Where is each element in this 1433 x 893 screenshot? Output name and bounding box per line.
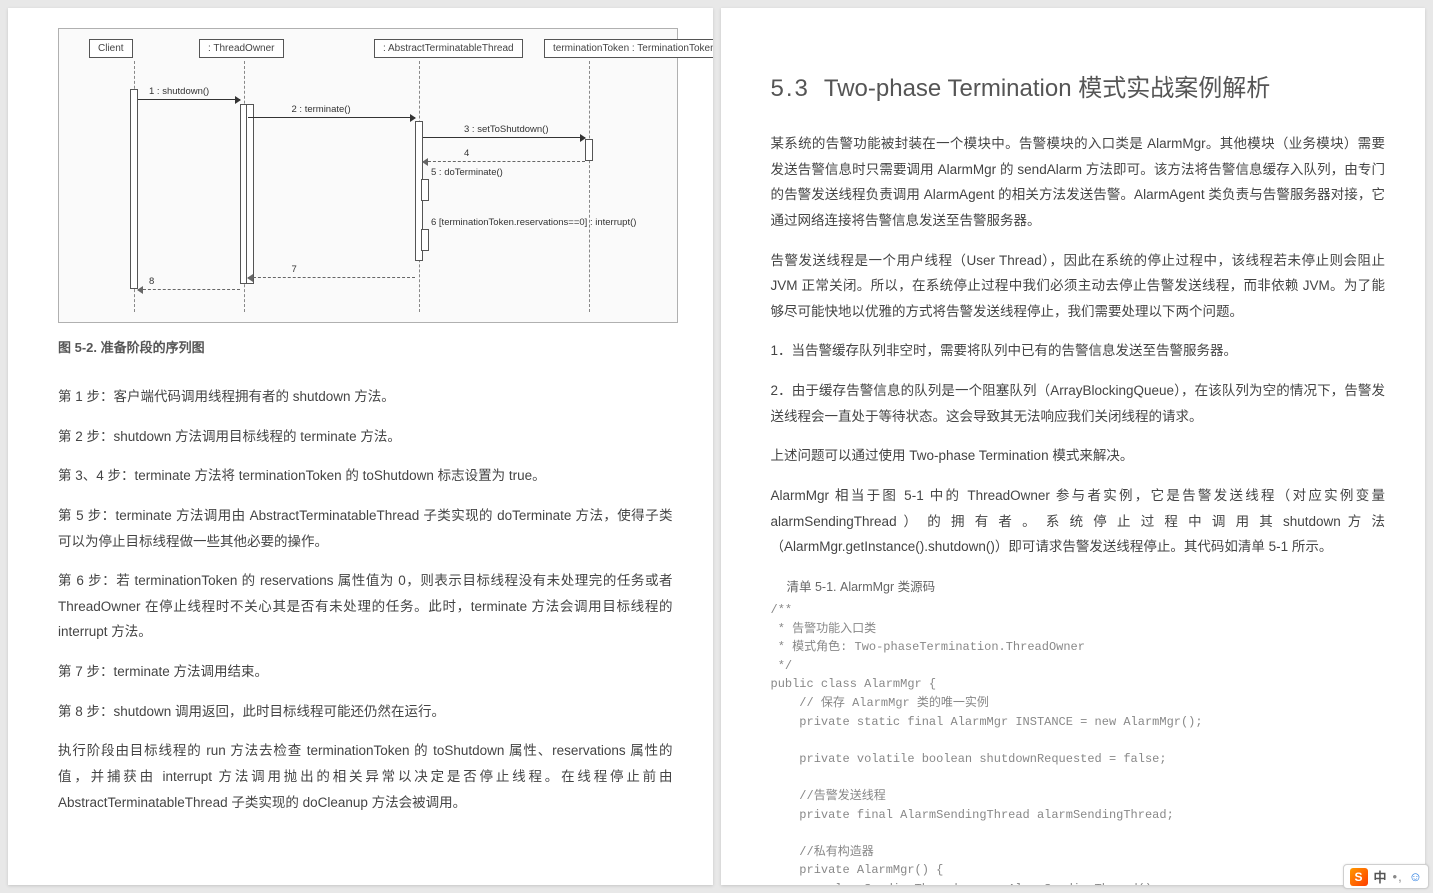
paragraph: 第 1 步：客户端代码调用线程拥有者的 shutdown 方法。 [58,384,673,410]
message-label: 3 : setToShutdown() [464,124,549,135]
paragraph: AlarmMgr 相当于图 5-1 中的 ThreadOwner 参与者实例，它… [771,483,1386,560]
message-label: 2 : terminate() [292,104,351,115]
lifeline-head: terminationToken : TerminationToken [544,39,713,58]
paragraph: 某系统的告警功能被封装在一个模块中。告警模块的入口类是 AlarmMgr。其他模… [771,131,1386,234]
activation-bar [246,104,254,284]
message-label: 5 : doTerminate() [431,167,503,178]
lifeline-head: Client [89,39,133,58]
paragraph: 第 7 步：terminate 方法调用结束。 [58,659,673,685]
activation-bar [421,179,429,201]
message-arrow [248,277,415,278]
ime-punct-icon[interactable]: •, [1393,869,1403,884]
message-label: 4 [464,148,469,159]
right-paragraphs: 某系统的告警功能被封装在一个模块中。告警模块的入口类是 AlarmMgr。其他模… [771,131,1386,560]
paragraph: 第 2 步：shutdown 方法调用目标线程的 terminate 方法。 [58,424,673,450]
message-arrow [138,289,240,290]
paragraph: 上述问题可以通过使用 Two-phase Termination 模式来解决。 [771,443,1386,469]
section-heading: 5.3 Two-phase Termination 模式实战案例解析 [771,68,1386,103]
message-arrow [138,99,240,100]
message-label: 6 [terminationToken.reservations==0] : i… [431,217,636,228]
ime-toolbar[interactable]: S 中 •, ☺ [1343,864,1429,889]
paragraph: 执行阶段由目标线程的 run 方法去检查 terminationToken 的 … [58,738,673,815]
sogou-logo-icon: S [1350,868,1368,886]
message-arrow [423,161,585,162]
message-arrow [248,117,415,118]
page-right: 5.3 Two-phase Termination 模式实战案例解析 某系统的告警… [721,8,1426,885]
activation-bar [421,229,429,251]
paragraph: 2．由于缓存告警信息的队列是一个阻塞队列（ArrayBlockingQueue）… [771,378,1386,429]
lifeline [589,61,590,312]
message-label: 1 : shutdown() [149,86,209,97]
activation-bar [130,89,138,289]
figure-caption: 图 5-2. 准备阶段的序列图 [58,337,673,356]
paragraph: 1．当告警缓存队列非空时，需要将队列中已有的告警信息发送至告警服务器。 [771,338,1386,364]
code-listing: /** * 告警功能入口类 * 模式角色: Two-phaseTerminati… [771,601,1386,885]
page-left: Client : ThreadOwner : AbstractTerminatabl… [8,8,713,885]
left-paragraphs: 第 1 步：客户端代码调用线程拥有者的 shutdown 方法。第 2 步：sh… [58,384,673,815]
section-number: 5.3 [771,75,810,102]
book-spread: Client : ThreadOwner : AbstractTerminatabl… [0,0,1433,893]
paragraph: 第 8 步：shutdown 调用返回，此时目标线程可能还仍然在运行。 [58,699,673,725]
paragraph: 第 5 步：terminate 方法调用由 AbstractTerminatab… [58,503,673,554]
section-title: Two-phase Termination 模式实战案例解析 [824,75,1270,102]
paragraph: 第 3、4 步：terminate 方法将 terminationToken 的… [58,463,673,489]
ime-emoji-icon[interactable]: ☺ [1409,869,1422,884]
lifeline-head: : AbstractTerminatableThread [374,39,523,58]
lifeline-head: : ThreadOwner [199,39,284,58]
sequence-diagram: Client : ThreadOwner : AbstractTerminatabl… [58,28,678,323]
listing-caption: 清单 5-1. AlarmMgr 类源码 [787,576,1386,595]
message-arrow [423,137,585,138]
activation-bar [585,139,593,161]
paragraph: 告警发送线程是一个用户线程（User Thread），因此在系统的停止过程中，该… [771,248,1386,325]
message-label: 7 [292,264,297,275]
ime-mode-label[interactable]: 中 [1374,867,1387,886]
message-label: 8 [149,276,154,287]
paragraph: 第 6 步：若 terminationToken 的 reservations … [58,568,673,645]
